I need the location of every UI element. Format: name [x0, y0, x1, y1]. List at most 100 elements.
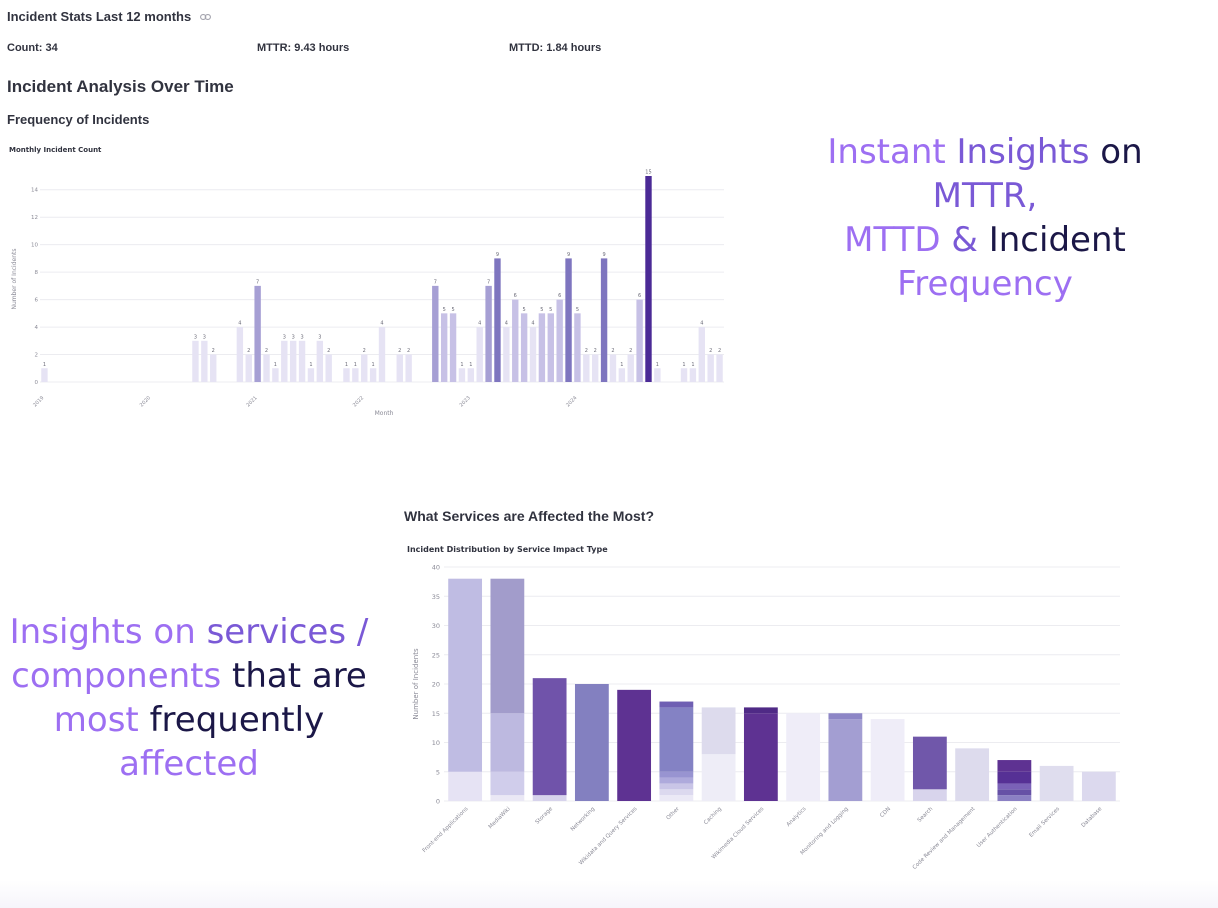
- chart2-y-tick: 30: [432, 622, 440, 630]
- chart2-bar-segment: [912, 736, 947, 790]
- chart1-x-tick: 2023: [459, 395, 472, 408]
- link-icon[interactable]: [200, 13, 211, 21]
- chart1-y-tick: 6: [35, 298, 39, 304]
- chart1-bar: [467, 368, 475, 382]
- service-distribution-chart: Incident Distribution by Service Impact …: [407, 545, 1120, 871]
- chart2-x-tick: Other: [665, 806, 681, 822]
- chart1-bar: [547, 313, 554, 382]
- chart1-bar-label: 3: [292, 334, 295, 340]
- chart1-bar-label: 1: [43, 362, 46, 368]
- chart1-bar-label: 5: [576, 307, 579, 313]
- chart1-bar-label: 6: [514, 293, 517, 299]
- chart2-bar-segment: [490, 578, 525, 714]
- chart1-bar-label: 6: [638, 293, 641, 299]
- chart1-bar-label: 9: [496, 252, 499, 258]
- chart1-bar-label: 3: [283, 334, 286, 340]
- promo-word: on: [1100, 132, 1143, 172]
- chart1-bar: [449, 313, 457, 382]
- chart1-bar: [618, 368, 626, 382]
- chart2-bar-segment: [955, 748, 990, 801]
- chart1-bar-label: 5: [443, 307, 446, 313]
- chart2-y-tick: 25: [432, 651, 440, 659]
- chart1-bar-label: 3: [203, 334, 206, 340]
- chart2-x-tick: Email Services: [1028, 806, 1061, 839]
- chart1-bar-label: 1: [354, 362, 357, 368]
- chart1-bar-label: 1: [372, 362, 375, 368]
- chart1-bar: [476, 327, 483, 382]
- chart1-bar: [210, 354, 217, 382]
- chart1-bar: [485, 285, 492, 382]
- chart1-bar: [494, 258, 501, 382]
- promo-line: Insights on services /: [4, 610, 374, 654]
- chart2-x-tick: Caching: [703, 806, 723, 826]
- chart1-bar-label: 7: [487, 279, 490, 285]
- promo-word: most: [53, 700, 150, 740]
- chart1-bar: [369, 368, 377, 382]
- promo-word: on: [153, 612, 207, 652]
- analysis-heading: Incident Analysis Over Time: [7, 77, 234, 96]
- chart2-bar-segment: [701, 707, 736, 755]
- chart2-x-tick: CDN: [879, 806, 892, 819]
- services-heading: What Services are Affected the Most?: [404, 508, 654, 524]
- chart2-x-tick: User Authentication: [976, 806, 1019, 849]
- promo-word: that are: [232, 656, 367, 696]
- chart1-bar: [609, 354, 617, 382]
- chart1-y-tick: 4: [35, 325, 39, 331]
- chart2-bar-segment: [743, 713, 778, 801]
- chart2-y-tick: 35: [432, 593, 440, 601]
- promo-text-top: Instant Insights on MTTR, MTTD & Incident F…: [826, 130, 1144, 306]
- chart1-bar-label: 5: [540, 307, 543, 313]
- promo-word: Insights: [9, 612, 154, 652]
- chart1-bar-label: 2: [585, 348, 588, 354]
- chart1-bar: [254, 285, 261, 382]
- promo-word: components: [11, 656, 233, 696]
- chart1-bar: [405, 354, 412, 382]
- promo-line: components that are: [4, 654, 374, 698]
- chart1-bar: [298, 340, 306, 382]
- chart1-bar-label: 5: [523, 307, 526, 313]
- chart1-bar-label: 2: [407, 348, 410, 354]
- promo-word: Frequency: [897, 264, 1073, 304]
- chart1-bar-label: 4: [238, 321, 241, 327]
- promo-line: Instant Insights on: [826, 130, 1144, 174]
- chart2-x-tick: Analytics: [786, 806, 808, 828]
- chart1-bar-label: 3: [194, 334, 197, 340]
- chart2-bar-segment: [912, 789, 947, 801]
- chart1-bar-label: 9: [602, 252, 605, 258]
- chart2-bar-segment: [617, 689, 652, 801]
- chart1-bar-label: 2: [327, 348, 330, 354]
- promo-word: frequently: [149, 700, 325, 740]
- chart2-bar-segment: [997, 760, 1032, 772]
- chart1-bar-label: 3: [318, 334, 321, 340]
- chart1-bar: [529, 327, 537, 382]
- promo-word: MTTR,: [932, 176, 1038, 216]
- chart1-bar-label: 1: [656, 362, 659, 368]
- chart1-bar: [192, 340, 199, 382]
- chart1-x-tick: 2021: [245, 395, 258, 408]
- chart1-bar: [627, 354, 634, 382]
- mttr-stat: MTTR: 9.43 hours: [257, 42, 350, 54]
- chart1-bar-label: 2: [611, 348, 614, 354]
- promo-word: MTTD: [844, 220, 952, 260]
- chart1-x-tick: 2022: [352, 395, 365, 408]
- chart1-bar: [583, 354, 590, 382]
- chart1-bar-label: 7: [434, 279, 437, 285]
- chart2-x-tick: Storage: [535, 806, 555, 826]
- chart1-bar: [378, 327, 386, 382]
- chart2-bar-segment: [743, 707, 778, 714]
- chart1-bar: [236, 327, 244, 382]
- chart2-y-tick: 5: [436, 768, 440, 776]
- chart1-bar: [565, 258, 572, 382]
- promo-word: Insights: [956, 132, 1101, 172]
- chart1-y-label: Number of Incidents: [11, 248, 18, 309]
- chart1-bar-label: 2: [363, 348, 366, 354]
- chart1-bar: [600, 258, 608, 382]
- chart1-bar-label: 1: [345, 362, 348, 368]
- chart1-bar: [591, 354, 599, 382]
- chart1-bar-label: 4: [505, 321, 508, 327]
- chart1-bar-label: 1: [620, 362, 623, 368]
- chart1-y-tick: 14: [31, 188, 38, 194]
- chart2-y-tick: 10: [432, 739, 440, 747]
- promo-line: Frequency: [826, 262, 1144, 306]
- chart1-bar: [263, 354, 270, 382]
